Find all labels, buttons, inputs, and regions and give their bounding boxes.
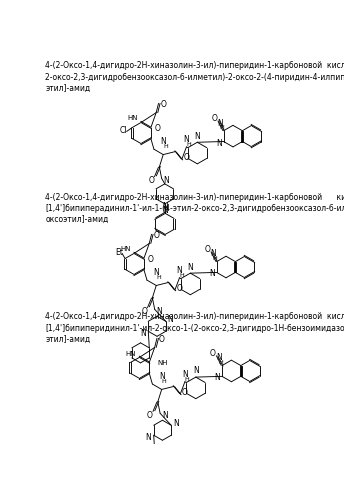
Text: N: N: [163, 176, 169, 185]
Text: H: H: [220, 125, 224, 130]
Text: O: O: [211, 114, 217, 123]
Text: O: O: [204, 245, 210, 254]
Text: N: N: [157, 307, 162, 316]
Text: N: N: [209, 269, 215, 278]
Text: N: N: [160, 137, 166, 146]
Text: O: O: [149, 176, 154, 185]
Text: N: N: [187, 262, 193, 271]
Text: H: H: [162, 379, 166, 384]
Text: H: H: [218, 360, 223, 365]
Text: N: N: [146, 433, 151, 442]
Text: N: N: [216, 139, 222, 148]
Text: N: N: [162, 411, 168, 420]
Text: O: O: [153, 232, 159, 241]
Text: N: N: [159, 372, 164, 381]
Text: N: N: [184, 135, 189, 144]
Text: N: N: [162, 206, 168, 215]
Text: O: O: [155, 124, 161, 133]
Text: O: O: [210, 349, 216, 358]
Text: Cl: Cl: [120, 126, 127, 135]
Text: N: N: [176, 266, 182, 275]
Text: O: O: [176, 284, 182, 293]
Text: N: N: [218, 119, 223, 128]
Text: Et: Et: [115, 248, 123, 257]
Text: N: N: [215, 373, 220, 382]
Text: N: N: [194, 132, 200, 141]
Text: H: H: [213, 256, 217, 261]
Text: N: N: [211, 250, 216, 258]
Text: H: H: [186, 142, 191, 147]
Text: H: H: [163, 144, 168, 149]
Text: O: O: [182, 388, 188, 397]
Text: O: O: [142, 307, 148, 316]
Text: O: O: [147, 411, 153, 420]
Text: 4-(2-Оксо-1,4-дигидро-2H-хиназолин-3-ил)-пиперидин-1-карбоновой  кислоты  [2-
[1: 4-(2-Оксо-1,4-дигидро-2H-хиназолин-3-ил)…: [45, 312, 344, 344]
Text: HN: HN: [128, 115, 138, 121]
Text: 4-(2-Оксо-1,4-дигидро-2H-хиназолин-3-ил)-пиперидин-1-карбоновой      кислоты    : 4-(2-Оксо-1,4-дигидро-2H-хиназолин-3-ил)…: [45, 193, 344, 224]
Text: N: N: [162, 202, 168, 211]
Text: NH: NH: [157, 360, 168, 366]
Text: HN: HN: [126, 351, 136, 357]
Text: O: O: [148, 255, 154, 264]
Text: N: N: [140, 329, 146, 338]
Text: H: H: [156, 275, 161, 280]
Text: N: N: [216, 353, 222, 362]
Text: N: N: [173, 419, 179, 428]
Text: O: O: [159, 335, 164, 344]
Text: H: H: [180, 273, 184, 278]
Text: N: N: [153, 268, 159, 277]
Text: N: N: [168, 315, 173, 324]
Text: H: H: [185, 377, 190, 382]
Text: N: N: [193, 366, 198, 375]
Text: N: N: [182, 370, 188, 379]
Text: O: O: [184, 153, 190, 162]
Text: HN: HN: [121, 247, 131, 252]
Text: O: O: [160, 100, 166, 109]
Text: 4-(2-Оксо-1,4-дигидро-2H-хиназолин-3-ил)-пиперидин-1-карбоновой  кислоты  [1-(4-: 4-(2-Оксо-1,4-дигидро-2H-хиназолин-3-ил)…: [45, 61, 344, 93]
